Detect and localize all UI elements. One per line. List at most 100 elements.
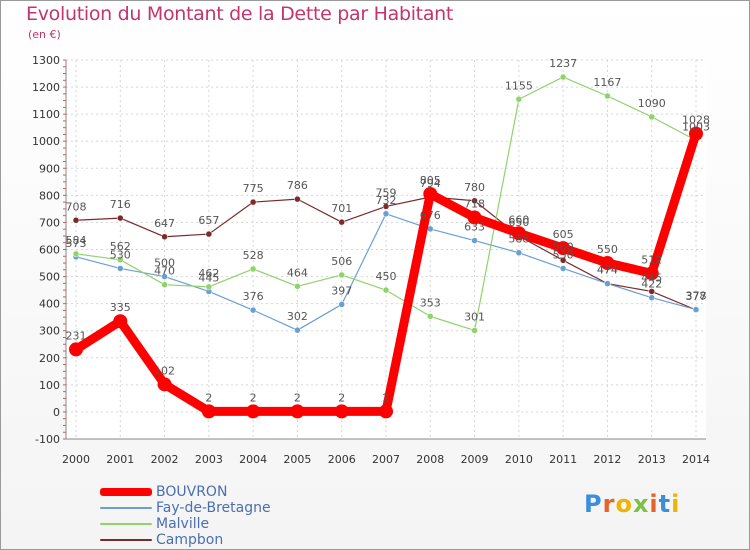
data-label: 1028 [682, 114, 710, 127]
data-label: 302 [287, 310, 308, 323]
data-point [249, 265, 257, 273]
x-tick-label: 2014 [682, 453, 710, 466]
data-point [246, 404, 261, 419]
data-label: 1003 [682, 120, 710, 133]
chart-legend: BOUVRON Fay-de-Bretagne Malville Campbon [100, 484, 271, 548]
data-label: 647 [154, 217, 175, 230]
data-label: 102 [154, 364, 175, 377]
data-point [467, 210, 482, 225]
data-point [117, 256, 124, 264]
data-label: 605 [553, 228, 574, 241]
data-point [648, 294, 655, 301]
x-tick-label: 2013 [638, 453, 666, 466]
data-point [290, 404, 305, 419]
data-point [692, 306, 700, 313]
y-tick-label: 500 [39, 271, 60, 284]
data-point [471, 237, 478, 244]
data-point [294, 326, 301, 334]
y-tick-label: 800 [39, 189, 60, 202]
data-point [382, 286, 390, 294]
data-label: 512 [641, 253, 662, 266]
data-point [559, 265, 567, 272]
x-tick-label: 2012 [593, 453, 621, 466]
proxiti-logo: Proxiti [584, 490, 681, 518]
chart-unit-subtitle: (en €) [28, 28, 61, 41]
x-tick-label: 2002 [151, 453, 179, 466]
data-point [117, 265, 124, 272]
data-label: 732 [376, 194, 397, 207]
data-point [648, 113, 655, 121]
legend-label-campbon: Campbon [156, 532, 224, 548]
data-label: 464 [287, 266, 308, 279]
legend-swatch-campbon [100, 539, 152, 541]
data-point [427, 313, 434, 320]
data-label: 397 [331, 284, 352, 297]
data-label: 718 [464, 198, 485, 211]
data-point [205, 230, 213, 238]
x-tick-label: 2004 [239, 453, 267, 466]
data-label: 573 [66, 237, 87, 250]
data-label: 445 [198, 271, 219, 284]
data-label: 378 [686, 290, 707, 303]
y-tick-label: 1200 [32, 81, 60, 94]
legend-label-malville: Malville [156, 516, 210, 532]
data-label: 422 [641, 278, 662, 291]
data-point [471, 197, 478, 205]
data-label: 660 [508, 213, 529, 226]
legend-label-fay-de-bretagne: Fay-de-Bretagne [156, 500, 271, 516]
data-point [334, 404, 349, 419]
data-label: 701 [331, 202, 352, 215]
data-label: 335 [110, 301, 131, 314]
x-tick-label: 2000 [62, 453, 90, 466]
data-point [157, 377, 172, 392]
y-tick-label: 900 [39, 162, 60, 175]
data-point [161, 273, 168, 280]
legend-item-bouvron: BOUVRON [100, 484, 271, 500]
legend-swatch-malville [100, 523, 152, 525]
data-label: 2 [205, 391, 212, 404]
data-label: 500 [154, 257, 175, 270]
y-tick-label: 1100 [32, 108, 60, 121]
x-tick-label: 2007 [372, 453, 400, 466]
data-label: 676 [420, 209, 441, 222]
x-tick-label: 2006 [328, 453, 356, 466]
data-label: 650 [508, 216, 529, 229]
data-label: 588 [508, 233, 529, 246]
data-point [423, 187, 438, 202]
x-tick-label: 2003 [195, 453, 223, 466]
data-point [294, 195, 301, 203]
data-label: 716 [110, 198, 131, 211]
data-label: 528 [243, 249, 264, 262]
data-label: 445 [641, 271, 662, 284]
data-label: 562 [110, 240, 131, 253]
data-label: 377 [686, 290, 707, 303]
data-point [559, 257, 567, 264]
data-label: 2 [294, 391, 301, 404]
data-label: 2 [338, 391, 345, 404]
data-point [559, 73, 567, 81]
data-point [515, 249, 523, 256]
data-label: 775 [243, 182, 264, 195]
data-label: 231 [66, 329, 87, 342]
y-tick-label: 1000 [32, 135, 60, 148]
data-point [382, 203, 390, 210]
data-point [72, 217, 80, 224]
x-tick-label: 2005 [283, 453, 311, 466]
data-label: 584 [66, 234, 87, 247]
y-tick-label: 1300 [32, 54, 60, 67]
data-point [556, 241, 571, 256]
data-point [338, 271, 345, 279]
data-label: 550 [597, 243, 618, 256]
data-label: 376 [243, 290, 264, 303]
data-point [382, 210, 390, 218]
data-label: 450 [376, 270, 397, 283]
data-label: 1237 [549, 57, 577, 70]
y-tick-label: 700 [39, 216, 60, 229]
data-point [644, 266, 659, 281]
data-point [72, 250, 80, 258]
data-point [689, 126, 703, 141]
data-point [205, 283, 213, 291]
data-label: 708 [66, 200, 87, 213]
x-tick-label: 2008 [416, 453, 444, 466]
